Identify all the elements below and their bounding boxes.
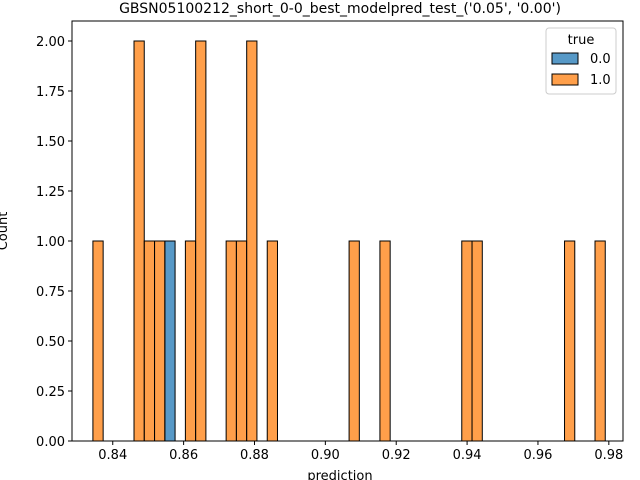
x-tick-label: 0.88 xyxy=(240,448,269,463)
histogram-bar-series-1-1 xyxy=(133,40,145,442)
histogram-bar-series-0-0 xyxy=(164,240,176,442)
legend-title: true xyxy=(568,33,595,48)
legend-label-1: 1.0 xyxy=(590,73,611,88)
histogram-bar-series-1-6 xyxy=(225,240,237,442)
histogram-bar-series-1-8 xyxy=(246,40,258,442)
bars-group xyxy=(92,40,606,442)
y-axis-title: Count xyxy=(0,212,11,251)
y-tick-label: 0.00 xyxy=(36,435,65,450)
x-tick-label: 0.98 xyxy=(594,448,623,463)
x-tick-label: 0.84 xyxy=(98,448,127,463)
x-tick-label: 0.94 xyxy=(453,448,482,463)
histogram-bar-series-1-12 xyxy=(461,240,473,442)
histogram-bar-series-1-13 xyxy=(471,240,483,442)
legend-label-0: 0.0 xyxy=(590,52,611,67)
legend-swatch-1 xyxy=(551,73,579,86)
legend: true 0.0 1.0 xyxy=(545,27,617,95)
histogram-bar-series-1-3 xyxy=(154,240,166,442)
histogram-bar-series-1-0 xyxy=(92,240,104,442)
histogram-bar-series-1-15 xyxy=(594,240,606,442)
x-axis-title: prediction xyxy=(307,469,372,480)
x-tick-label: 0.86 xyxy=(169,448,198,463)
histogram-bar-series-1-5 xyxy=(195,40,207,442)
y-tick-label: 0.50 xyxy=(36,335,65,350)
y-tick-label: 1.00 xyxy=(36,235,65,250)
histogram-bar-series-1-10 xyxy=(348,240,360,442)
y-tick-label: 0.75 xyxy=(36,285,65,300)
y-tick-label: 1.25 xyxy=(36,185,65,200)
x-tick-label: 0.92 xyxy=(382,448,411,463)
histogram-bar-series-1-9 xyxy=(266,240,278,442)
histogram-bar-series-1-2 xyxy=(143,240,156,442)
chart-title: GBSN05100212_short_0-0_best_modelpred_te… xyxy=(119,1,561,17)
histogram-bar-series-1-11 xyxy=(379,240,391,442)
y-tick-label: 2.00 xyxy=(36,35,65,50)
histogram-bar-series-1-14 xyxy=(564,240,576,442)
x-tick-label: 0.90 xyxy=(311,448,340,463)
plot-frame xyxy=(71,20,624,442)
y-tick-label: 1.75 xyxy=(36,85,65,100)
histogram-bar-series-1-7 xyxy=(235,240,248,442)
legend-swatch-0 xyxy=(551,52,579,65)
histogram-bar-series-1-4 xyxy=(184,240,197,442)
x-tick-label: 0.96 xyxy=(523,448,552,463)
y-tick-label: 0.25 xyxy=(36,385,65,400)
x-axis-ticks: 0.84 0.86 0.88 0.90 0.92 0.94 0.96 0.98 xyxy=(98,441,623,463)
y-axis-ticks: 0.00 0.25 0.50 0.75 1.00 1.25 1.50 1.75 2.00 xyxy=(36,35,72,450)
y-tick-label: 1.50 xyxy=(36,135,65,150)
